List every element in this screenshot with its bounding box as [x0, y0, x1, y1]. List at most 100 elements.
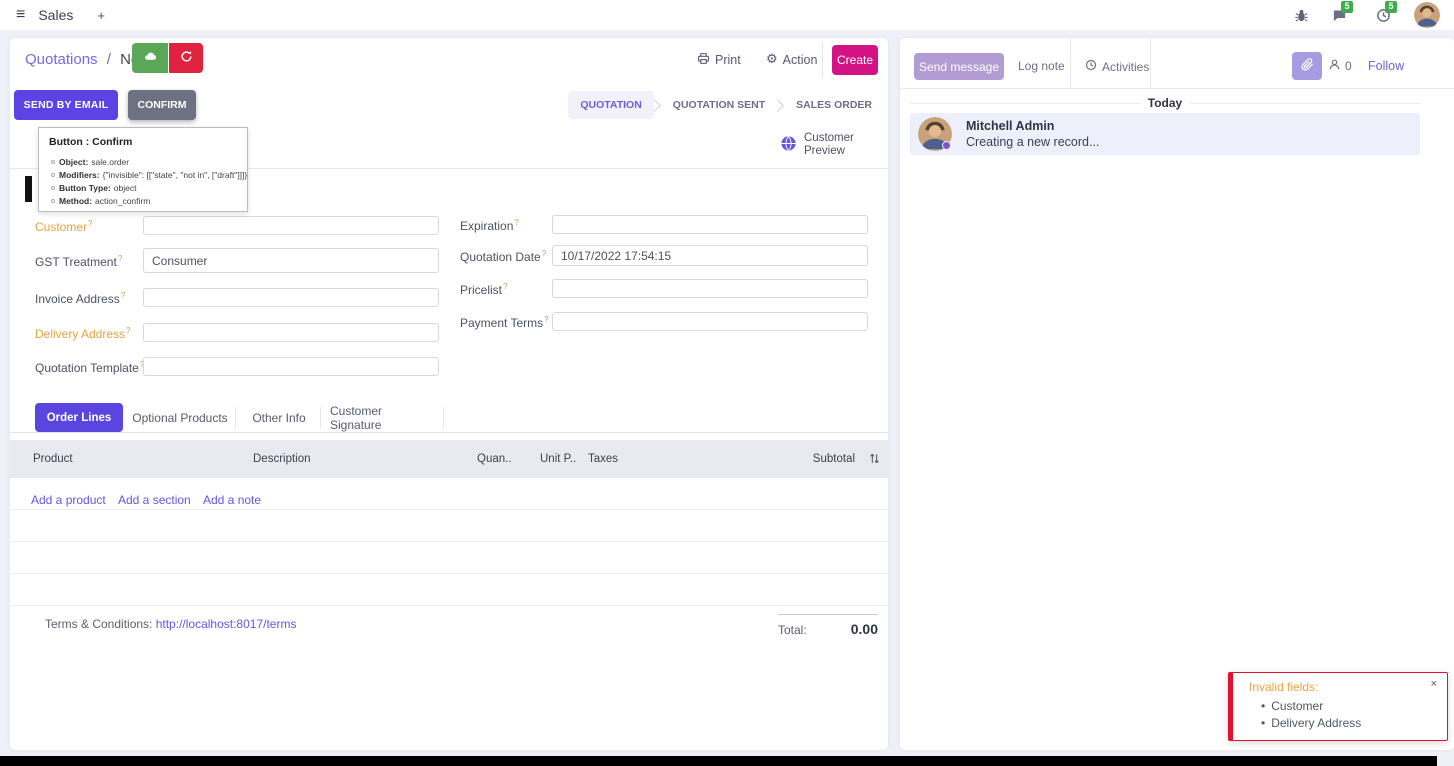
- table-row-divider: [10, 573, 888, 574]
- column-taxes[interactable]: Taxes: [588, 453, 619, 465]
- statusbar: QUOTATION QUOTATION SENT SALES ORDER: [568, 90, 884, 120]
- invoice-address-field-label: Invoice Address?: [35, 291, 126, 306]
- total-label: Total:: [778, 623, 807, 637]
- table-row-divider: [10, 509, 888, 510]
- follow-button[interactable]: Follow: [1368, 59, 1405, 73]
- sheet-divider: [10, 168, 888, 169]
- breadcrumb-quotations-link[interactable]: Quotations: [25, 51, 98, 68]
- followers-count: 0: [1345, 59, 1352, 73]
- breadcrumb-separator: /: [106, 51, 111, 68]
- discard-button[interactable]: [169, 43, 203, 73]
- tab-customer-signature[interactable]: Customer Signature: [330, 403, 383, 432]
- total-value: 0.00: [850, 621, 878, 637]
- status-step-sales-order[interactable]: SALES ORDER: [796, 99, 872, 111]
- messages-icon[interactable]: 5: [1330, 1, 1354, 24]
- date-divider: Today: [910, 96, 1421, 110]
- pricelist-field-label: Pricelist?: [460, 282, 508, 297]
- bullet-icon: [51, 173, 55, 177]
- hamburger-menu-icon[interactable]: [16, 6, 25, 24]
- status-step-quotation[interactable]: QUOTATION: [568, 91, 654, 119]
- chatter-message: Mitchell Admin Creating a new record...: [910, 113, 1420, 155]
- chatter-separator: [1150, 38, 1151, 88]
- status-step-quotation-sent[interactable]: QUOTATION SENT: [672, 99, 766, 111]
- quotation-template-field-input[interactable]: [143, 357, 439, 376]
- invalid-field-item: Customer: [1261, 699, 1323, 713]
- action-menu[interactable]: Action: [766, 52, 818, 67]
- expiration-field-label: Expiration?: [460, 218, 519, 233]
- record-title-fragment: [25, 176, 32, 202]
- tab-other-info[interactable]: Other Info: [252, 410, 306, 425]
- terms-link[interactable]: http://localhost:8017/terms: [155, 617, 297, 631]
- send-message-button[interactable]: Send message: [914, 53, 1004, 80]
- undo-icon: [180, 50, 193, 66]
- tooltip-item: Method: action_confirm: [49, 195, 237, 208]
- cloud-save-icon: [144, 50, 157, 66]
- add-a-section-link[interactable]: Add a section: [118, 493, 191, 507]
- terms-and-conditions: Terms & Conditions: http://localhost:801…: [45, 617, 296, 631]
- tooltip-title: Button : Confirm: [49, 136, 133, 148]
- activities-tab[interactable]: Activities: [1085, 59, 1149, 74]
- customer-field-input[interactable]: [143, 216, 439, 235]
- new-tab-button[interactable]: +: [97, 7, 105, 23]
- send-by-email-button[interactable]: SEND BY EMAIL: [14, 90, 118, 120]
- activities-clock-icon[interactable]: 5: [1374, 1, 1398, 24]
- tab-order-lines[interactable]: Order Lines: [35, 403, 123, 432]
- printer-icon: [697, 52, 710, 68]
- save-button[interactable]: [132, 43, 168, 73]
- customer-preview-label: Customer Preview: [804, 132, 854, 157]
- attach-files-button[interactable]: [1292, 52, 1322, 80]
- tab-separator: [443, 407, 444, 429]
- invalid-fields-toast: Invalid fields: × Customer Delivery Addr…: [1228, 672, 1448, 741]
- presence-dot-icon: [942, 141, 951, 150]
- app-name[interactable]: Sales: [38, 7, 74, 23]
- expiration-field-input[interactable]: [552, 215, 868, 234]
- chatter-toolbar-border: [900, 88, 1454, 89]
- column-quantity[interactable]: Quan..: [477, 453, 512, 465]
- table-row-divider: [10, 541, 888, 542]
- invalid-field-item: Delivery Address: [1261, 716, 1361, 730]
- add-a-product-link[interactable]: Add a product: [31, 493, 106, 507]
- message-author: Mitchell Admin: [966, 119, 1055, 133]
- user-avatar[interactable]: [1414, 2, 1440, 28]
- optional-columns-icon[interactable]: [868, 452, 882, 466]
- customer-field-label: Customer?: [35, 219, 93, 234]
- tabs-bottom-border: [10, 432, 888, 433]
- payment-terms-field-label: Payment Terms?: [460, 315, 549, 330]
- debug-bug-icon[interactable]: [1292, 6, 1310, 24]
- activities-badge: 5: [1385, 1, 1398, 13]
- control-panel-divider: [822, 42, 823, 78]
- payment-terms-field-input[interactable]: [552, 312, 868, 331]
- date-divider-label: Today: [1147, 96, 1183, 110]
- invoice-address-field-input[interactable]: [143, 288, 439, 307]
- column-description[interactable]: Description: [253, 453, 311, 465]
- pricelist-field-input[interactable]: [552, 279, 868, 298]
- gst-treatment-field-input[interactable]: [143, 248, 439, 273]
- followers-counter[interactable]: 0: [1328, 58, 1352, 74]
- activities-label: Activities: [1102, 59, 1150, 74]
- table-row-divider: [10, 605, 888, 606]
- terms-label: Terms & Conditions:: [45, 617, 153, 631]
- confirm-button[interactable]: CONFIRM: [128, 90, 196, 120]
- bullet-icon: [51, 199, 55, 203]
- tab-optional-products[interactable]: Optional Products: [132, 410, 228, 425]
- print-menu[interactable]: Print: [697, 52, 741, 68]
- add-a-note-link[interactable]: Add a note: [203, 493, 262, 507]
- column-subtotal[interactable]: Subtotal: [812, 453, 855, 465]
- column-product[interactable]: Product: [33, 453, 73, 465]
- action-label: Action: [782, 52, 818, 67]
- close-icon[interactable]: ×: [1430, 678, 1437, 690]
- gear-icon: [766, 52, 778, 67]
- quotation-date-field-input[interactable]: [552, 245, 868, 266]
- tooltip-item: Button Type: object: [49, 182, 237, 195]
- log-note-tab[interactable]: Log note: [1018, 59, 1065, 73]
- customer-preview-button[interactable]: Customer Preview: [780, 132, 854, 158]
- person-icon: [1328, 58, 1341, 74]
- tab-separator: [235, 407, 236, 429]
- create-button[interactable]: Create: [832, 45, 878, 75]
- delivery-address-field-input[interactable]: [143, 323, 439, 342]
- bullet-icon: [51, 160, 55, 164]
- divider-line: [1190, 102, 1421, 104]
- column-unit-price[interactable]: Unit P..: [540, 453, 577, 465]
- totals-block: Total: 0.00: [778, 614, 878, 637]
- message-body: Creating a new record...: [966, 135, 1100, 149]
